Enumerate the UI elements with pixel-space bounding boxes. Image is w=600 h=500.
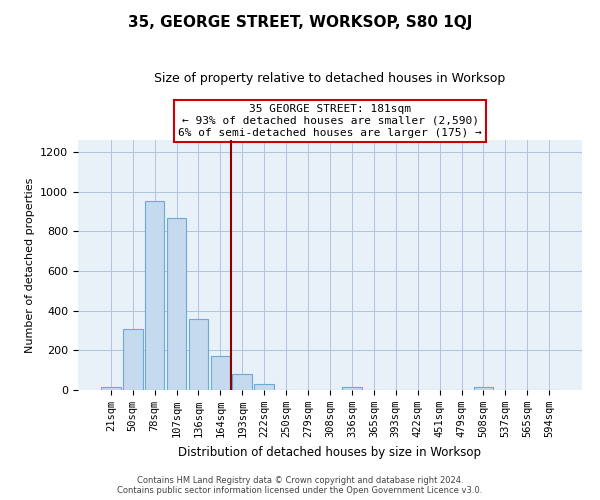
Bar xyxy=(101,387,121,390)
Bar xyxy=(473,387,493,390)
Bar xyxy=(167,218,187,390)
Bar xyxy=(342,387,362,390)
Bar xyxy=(188,318,208,390)
Y-axis label: Number of detached properties: Number of detached properties xyxy=(25,178,35,352)
Bar xyxy=(232,374,252,390)
Bar xyxy=(145,200,164,390)
X-axis label: Distribution of detached houses by size in Worksop: Distribution of detached houses by size … xyxy=(179,446,482,458)
Bar xyxy=(254,384,274,390)
Text: 35 GEORGE STREET: 181sqm
← 93% of detached houses are smaller (2,590)
6% of semi: 35 GEORGE STREET: 181sqm ← 93% of detach… xyxy=(178,104,482,138)
Title: Size of property relative to detached houses in Worksop: Size of property relative to detached ho… xyxy=(154,72,506,85)
Text: 35, GEORGE STREET, WORKSOP, S80 1QJ: 35, GEORGE STREET, WORKSOP, S80 1QJ xyxy=(128,15,472,30)
Bar xyxy=(211,356,230,390)
Bar xyxy=(123,330,143,390)
Text: Contains HM Land Registry data © Crown copyright and database right 2024.
Contai: Contains HM Land Registry data © Crown c… xyxy=(118,476,482,495)
